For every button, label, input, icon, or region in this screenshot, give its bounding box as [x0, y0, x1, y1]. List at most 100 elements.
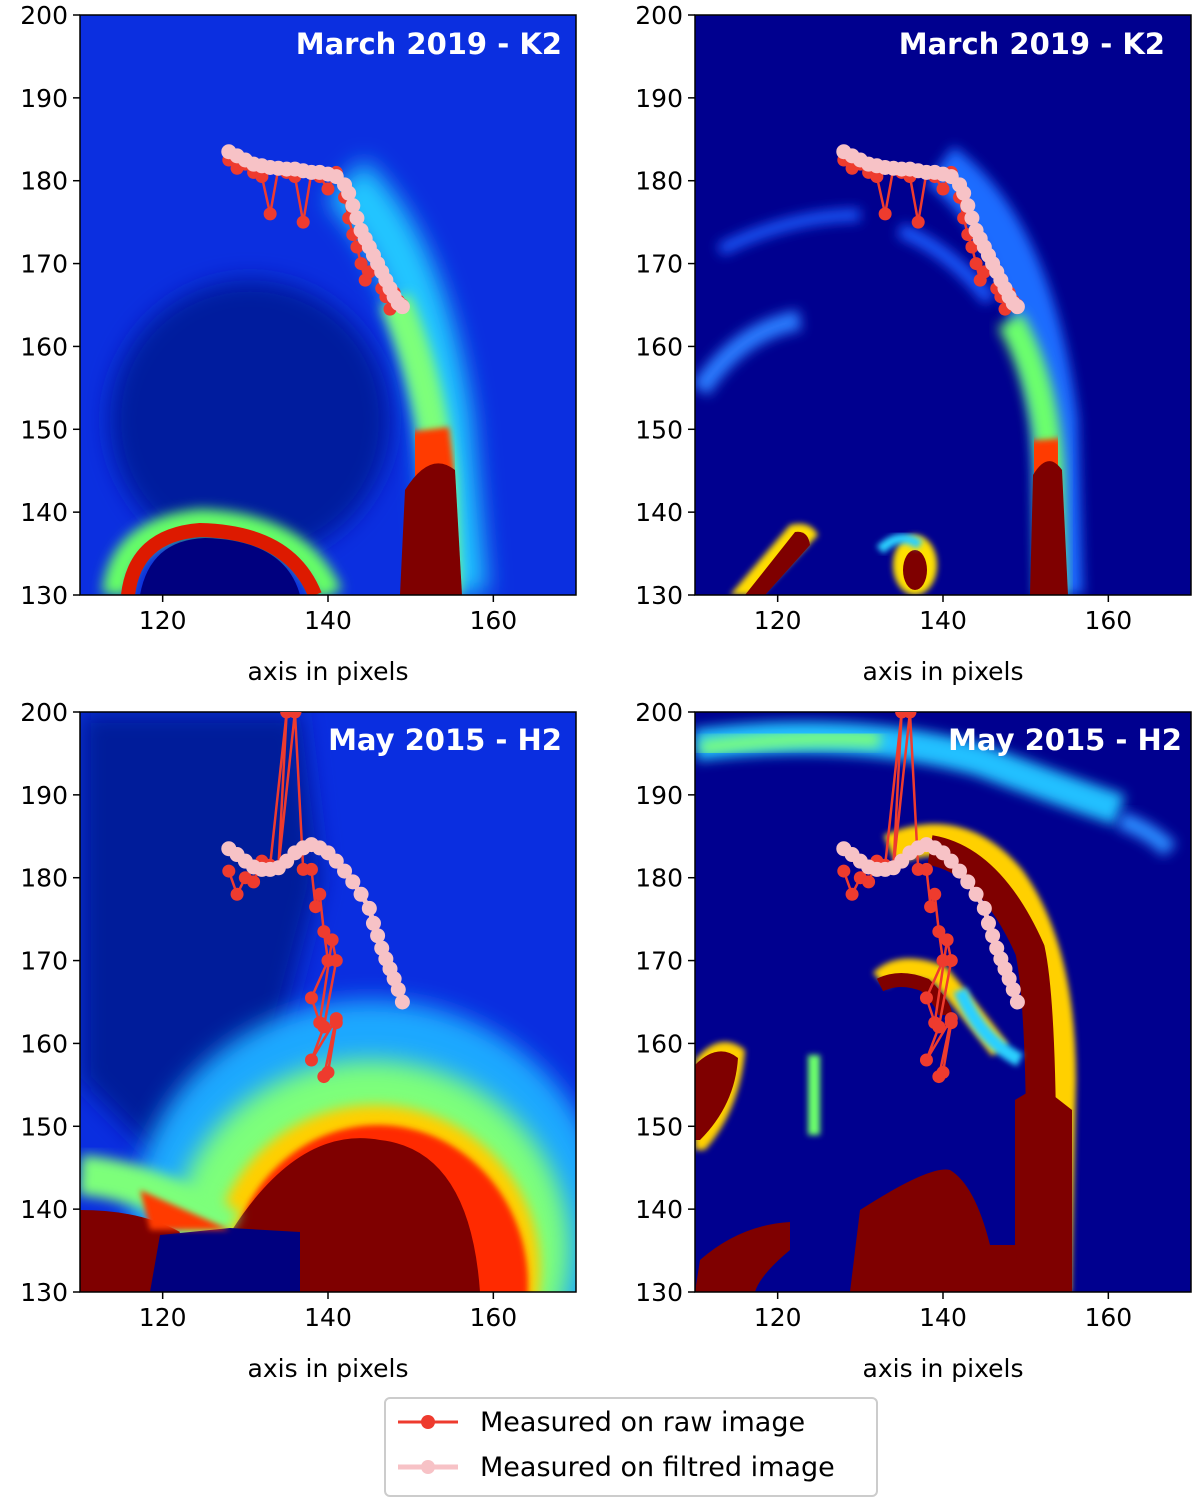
y-tick-label: 190 — [635, 781, 683, 810]
panel-title: May 2015 - H2 — [328, 723, 562, 757]
measurement-series — [836, 144, 1025, 316]
raw-point — [932, 925, 946, 939]
raw-point — [354, 257, 368, 271]
x-tick-label: 140 — [304, 1303, 352, 1332]
axis-ticks: 130 140 150 160 170 180 190 200 120 140 160 — [635, 698, 1132, 1332]
raw-point — [296, 215, 310, 229]
raw-point — [317, 925, 331, 939]
raw-point — [247, 875, 261, 889]
raw-point — [862, 875, 876, 889]
raw-point — [911, 215, 925, 229]
raw-point — [837, 864, 851, 878]
y-tick-label: 160 — [20, 332, 68, 361]
y-tick-label: 200 — [635, 698, 683, 727]
x-axis-label: axis in pixels — [248, 657, 409, 686]
raw-point — [903, 712, 917, 719]
x-tick-label: 140 — [304, 606, 352, 635]
y-tick-label: 180 — [635, 167, 683, 196]
filtered-point — [952, 863, 968, 879]
measurement-series — [221, 712, 410, 1084]
heatmap-image — [80, 15, 576, 595]
filtered-point — [976, 900, 992, 916]
raw-point — [932, 1020, 946, 1034]
y-tick-label: 190 — [20, 84, 68, 113]
y-tick-label: 150 — [635, 1112, 683, 1141]
raw-point — [317, 1020, 331, 1034]
measurement-series — [221, 144, 410, 316]
axis-ticks: 130 140 150 160 170 180 190 200 120 140 160 — [635, 1, 1132, 635]
raw-point — [924, 900, 938, 914]
filtered-point — [394, 299, 410, 315]
raw-point — [944, 954, 958, 968]
raw-point — [263, 207, 277, 221]
filtered-point — [390, 982, 406, 998]
x-axis-label: axis in pixels — [248, 1354, 409, 1383]
raw-point — [919, 1053, 933, 1067]
filtered-point — [960, 874, 976, 890]
x-tick-label: 120 — [754, 606, 802, 635]
y-tick-label: 160 — [20, 1029, 68, 1058]
y-tick-label: 160 — [635, 332, 683, 361]
raw-point — [309, 900, 323, 914]
y-tick-label: 140 — [635, 498, 683, 527]
raw-point — [304, 1053, 318, 1067]
legend-raw-marker — [421, 1415, 435, 1429]
raw-point — [870, 170, 884, 184]
filtered-point — [328, 853, 344, 869]
panel-may-2015-raw: May 2015 - H2 axis in pixels 130 140 150 16… — [20, 698, 577, 1383]
raw-point — [329, 954, 343, 968]
measurement-series — [836, 712, 1025, 1084]
x-tick-label: 160 — [469, 606, 517, 635]
legend-box — [384, 1397, 878, 1497]
y-tick-label: 130 — [20, 581, 68, 610]
raw-point — [936, 182, 950, 196]
legend-raw-label: Measured on raw image — [480, 1407, 805, 1438]
filtered-point — [1009, 299, 1025, 315]
panel-march-2019-filtered: March 2019 - K2 axis in pixels 130 140 150… — [635, 1, 1192, 686]
axis-ticks: 130 140 150 160 170 180 190 200 120 140 160 — [20, 1, 517, 635]
heatmap-image — [80, 712, 576, 1292]
y-tick-label: 150 — [20, 415, 68, 444]
axis-ticks: 130 140 150 160 170 180 190 200 120 140 160 — [20, 698, 517, 1332]
raw-point — [321, 1065, 335, 1079]
filtered-point — [1005, 982, 1021, 998]
y-tick-label: 200 — [20, 698, 68, 727]
y-tick-label: 140 — [635, 1195, 683, 1224]
filtered-point — [361, 900, 377, 916]
filtered-point — [341, 185, 357, 201]
raw-point — [321, 182, 335, 196]
raw-point — [288, 712, 302, 719]
x-tick-label: 140 — [919, 1303, 967, 1332]
filtered-point — [985, 928, 1001, 944]
legend: Measured on raw image Measured on filtre… — [384, 1397, 878, 1497]
filtered-point — [968, 886, 984, 902]
raw-point — [230, 887, 244, 901]
y-tick-label: 150 — [20, 1112, 68, 1141]
raw-point — [255, 170, 269, 184]
x-tick-label: 160 — [469, 1303, 517, 1332]
raw-point — [878, 207, 892, 221]
y-tick-label: 170 — [20, 250, 68, 279]
y-tick-label: 170 — [635, 250, 683, 279]
filtered-point — [370, 928, 386, 944]
x-axis-label: axis in pixels — [863, 1354, 1024, 1383]
raw-point — [304, 991, 318, 1005]
raw-point — [944, 1016, 958, 1030]
filtered-point — [960, 198, 976, 214]
y-tick-label: 140 — [20, 1195, 68, 1224]
x-tick-label: 120 — [139, 1303, 187, 1332]
y-tick-label: 200 — [20, 1, 68, 30]
y-tick-label: 140 — [20, 498, 68, 527]
y-tick-label: 170 — [635, 947, 683, 976]
legend-filtered-marker — [421, 1460, 435, 1474]
y-tick-label: 130 — [635, 1278, 683, 1307]
raw-point — [969, 257, 983, 271]
legend-filtered-label: Measured on filtred image — [480, 1452, 835, 1483]
filtered-point — [980, 915, 996, 931]
raw-point — [313, 887, 327, 901]
panel-title: May 2015 - H2 — [948, 723, 1182, 757]
y-tick-label: 130 — [635, 581, 683, 610]
raw-point — [304, 862, 318, 876]
y-tick-label: 190 — [20, 781, 68, 810]
